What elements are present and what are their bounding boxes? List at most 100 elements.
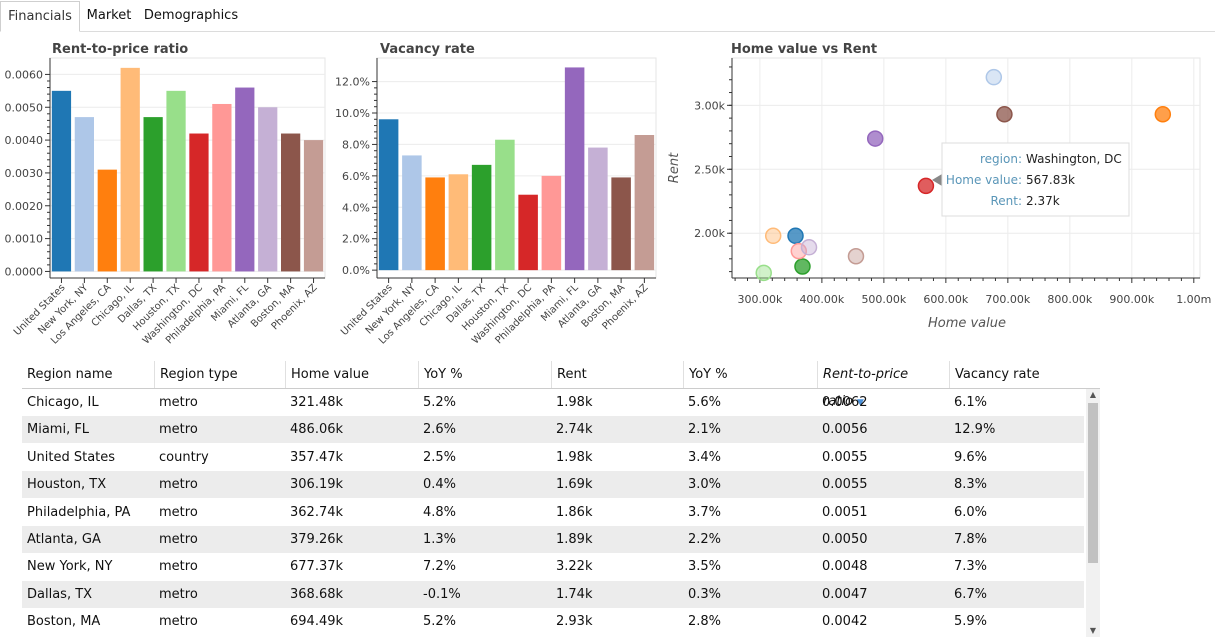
column-header[interactable]: YoY % bbox=[683, 361, 817, 388]
table-cell: 0.0055 bbox=[822, 477, 868, 493]
table-row[interactable]: New York, NY metro 677.37k 7.2% 3.22k 3.5% 0.0… bbox=[22, 553, 1084, 580]
bar[interactable] bbox=[378, 119, 399, 271]
bar[interactable] bbox=[564, 67, 585, 271]
rent-to-price-chart: Rent-to-price ratio 0.0000 0.0010 0.0020 0.0… bbox=[5, 42, 326, 347]
x-tick-label: 900.00k bbox=[1109, 293, 1154, 306]
y-tick-label: 0.0000 bbox=[5, 265, 44, 278]
table-cell: 0.0042 bbox=[822, 614, 868, 630]
table-cell: 3.7% bbox=[688, 504, 722, 520]
scatter-point[interactable] bbox=[996, 106, 1013, 123]
scroll-up-icon[interactable]: ▲ bbox=[1089, 390, 1097, 399]
tooltip-box bbox=[941, 142, 1130, 217]
sort-descending-icon[interactable]: ▼ bbox=[856, 398, 864, 408]
table-cell: 3.22k bbox=[556, 559, 593, 575]
table-cell: 0.0051 bbox=[822, 504, 868, 520]
bar[interactable] bbox=[634, 135, 655, 271]
tab-financials[interactable]: Financials bbox=[0, 1, 80, 32]
bar[interactable] bbox=[120, 67, 140, 272]
bar[interactable] bbox=[611, 177, 631, 271]
table-cell: New York, NY bbox=[27, 559, 113, 575]
table-cell: 0.0055 bbox=[822, 449, 868, 465]
bar[interactable] bbox=[402, 155, 422, 271]
table-cell: 3.0% bbox=[688, 477, 722, 493]
scatter-point[interactable] bbox=[764, 227, 782, 245]
table-row[interactable]: Boston, MA metro 694.49k 5.2% 2.93k 2.8% 0.004… bbox=[22, 608, 1084, 635]
table-row[interactable]: United States country 357.47k 2.5% 1.98k 3.4%… bbox=[22, 444, 1084, 471]
table-cell: 3.5% bbox=[688, 559, 722, 575]
bar[interactable] bbox=[303, 140, 324, 272]
tooltip-pointer bbox=[932, 174, 942, 186]
bar[interactable] bbox=[235, 87, 255, 272]
y-tick-label: 0.0060 bbox=[5, 68, 44, 81]
bar[interactable] bbox=[588, 147, 608, 271]
scatter-point[interactable] bbox=[794, 258, 811, 275]
scatter-point[interactable] bbox=[917, 177, 935, 195]
table-cell: Atlanta, GA bbox=[27, 532, 101, 547]
scatter-point[interactable] bbox=[755, 264, 772, 282]
scrollbar-thumb[interactable] bbox=[1088, 403, 1098, 563]
table-cell: 0.0050 bbox=[822, 532, 868, 547]
bar[interactable] bbox=[166, 90, 186, 272]
scatter-point[interactable] bbox=[1154, 106, 1172, 123]
table-row[interactable]: Chicago, IL metro 321.48k 5.2% 1.98k 5.6% 0.00… bbox=[22, 389, 1084, 416]
bar[interactable] bbox=[541, 175, 562, 271]
table-row[interactable]: Dallas, TX metro 368.68k -0.1% 1.74k 0.3% 0.00… bbox=[22, 580, 1084, 608]
table-cell: 0.0047 bbox=[822, 586, 868, 602]
column-header[interactable]: Rent-to-price ratio ▼ bbox=[817, 361, 949, 409]
column-header[interactable]: Region name bbox=[22, 361, 154, 388]
table-cell: 6.1% bbox=[954, 395, 988, 410]
table-cell: 2.93k bbox=[556, 614, 593, 630]
table-row[interactable]: Philadelphia, PA metro 362.74k 4.8% 1.86k 3.7… bbox=[22, 499, 1084, 526]
bar[interactable] bbox=[97, 169, 117, 272]
table-cell: metro bbox=[159, 477, 198, 493]
y-tick-label: 10.0% bbox=[335, 107, 370, 120]
scatter-point[interactable] bbox=[847, 248, 865, 265]
bar[interactable] bbox=[425, 177, 445, 271]
table-cell: 0.3% bbox=[688, 586, 722, 602]
bar[interactable] bbox=[448, 174, 469, 271]
table-row[interactable]: Atlanta, GA metro 379.26k 1.3% 1.89k 2.2% 0.00… bbox=[22, 526, 1084, 553]
table-cell: Chicago, IL bbox=[27, 395, 99, 410]
scatter-point[interactable] bbox=[866, 130, 884, 147]
bar[interactable] bbox=[495, 139, 515, 271]
column-header[interactable]: YoY % bbox=[418, 361, 551, 388]
table-cell: 5.2% bbox=[423, 614, 457, 630]
column-header[interactable]: Vacancy rate bbox=[949, 361, 1084, 388]
table-cell: 1.3% bbox=[423, 532, 457, 547]
tab-demographics[interactable]: Demographics bbox=[143, 8, 239, 23]
bar[interactable] bbox=[74, 117, 94, 272]
y-tick-label: 2.00k bbox=[694, 227, 725, 240]
bar[interactable] bbox=[258, 107, 278, 272]
scatter-point[interactable] bbox=[800, 239, 818, 256]
bar[interactable] bbox=[281, 133, 301, 272]
table-cell: 0.0056 bbox=[822, 422, 868, 438]
table-cell: 4.8% bbox=[423, 504, 457, 520]
table-cell: -0.1% bbox=[423, 586, 461, 602]
y-tick-label: 0.0010 bbox=[5, 233, 44, 246]
bar[interactable] bbox=[212, 103, 232, 272]
table-row[interactable]: Houston, TX metro 306.19k 0.4% 1.69k 3.0% 0.00… bbox=[22, 471, 1084, 499]
column-header[interactable]: Rent bbox=[551, 361, 683, 388]
column-header-label: Rent bbox=[557, 367, 587, 382]
column-header-label: Vacancy rate bbox=[955, 367, 1040, 382]
table-cell: United States bbox=[27, 449, 116, 465]
bar[interactable] bbox=[189, 133, 209, 272]
scroll-down-icon[interactable]: ▼ bbox=[1089, 626, 1097, 635]
scatter-point[interactable] bbox=[787, 227, 804, 245]
column-header[interactable]: Region type bbox=[154, 361, 285, 388]
table-cell: 7.2% bbox=[423, 559, 457, 575]
tab-market[interactable]: Market bbox=[86, 8, 132, 23]
scatter-point[interactable] bbox=[985, 68, 1003, 86]
x-tick-label: 500.00k bbox=[861, 293, 906, 306]
y-tick-label: 6.0% bbox=[342, 170, 370, 183]
table-scrollbar[interactable]: ▲ ▼ bbox=[1086, 389, 1100, 637]
bar[interactable] bbox=[518, 194, 538, 271]
bar[interactable] bbox=[471, 164, 492, 271]
bar[interactable] bbox=[51, 90, 72, 272]
scatter-point[interactable] bbox=[790, 242, 808, 260]
bar[interactable] bbox=[143, 117, 163, 272]
table-cell: 321.48k bbox=[290, 395, 344, 410]
column-header[interactable]: Home value bbox=[285, 361, 418, 388]
table-cell: 357.47k bbox=[290, 449, 344, 465]
table-row[interactable]: Miami, FL metro 486.06k 2.6% 2.74k 2.1% 0.0056… bbox=[22, 416, 1084, 444]
